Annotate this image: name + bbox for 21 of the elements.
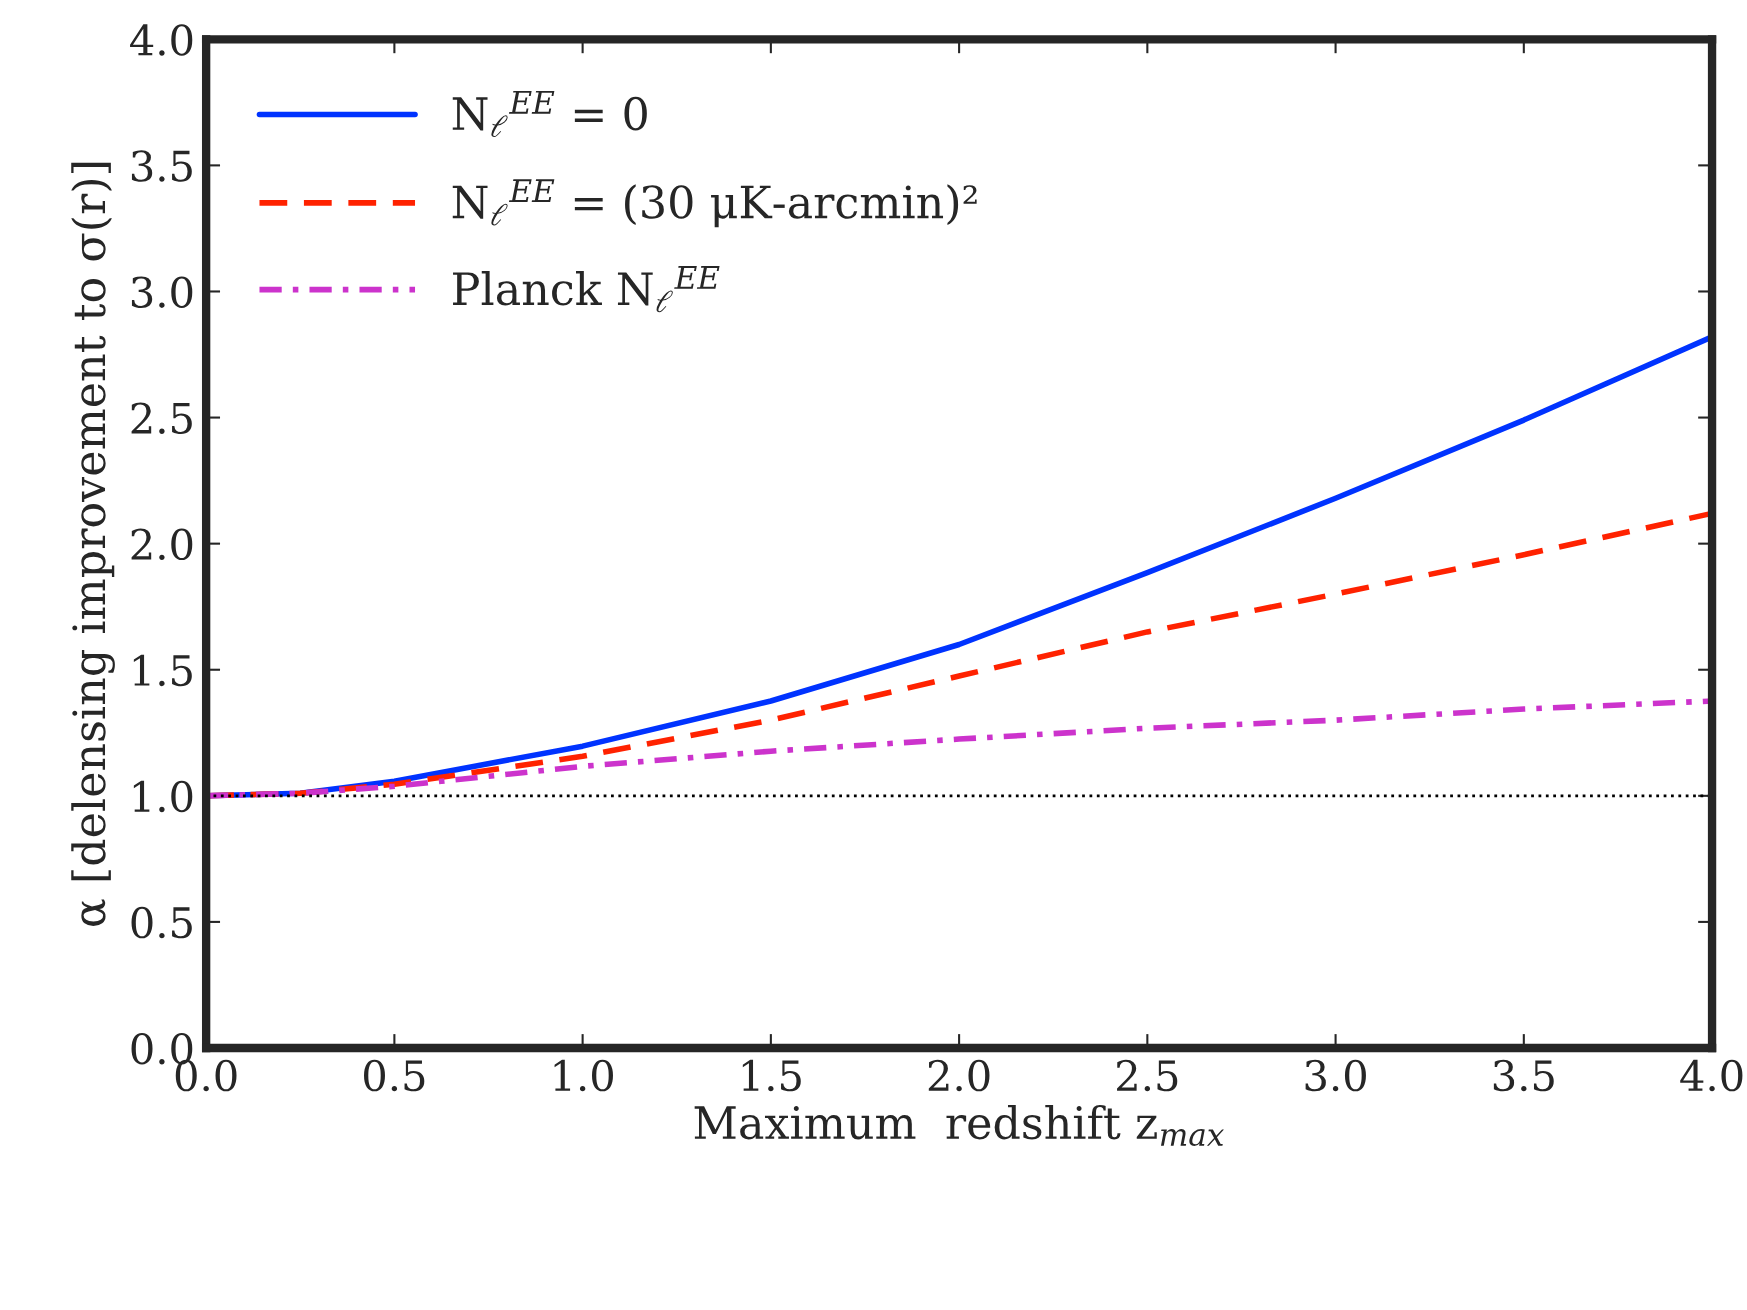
y-tick-label: 1.5: [133, 654, 192, 687]
y-tick-label: 2.0: [131, 528, 193, 561]
x-tick-label: 1.5: [742, 1059, 801, 1092]
x-axis-title: Maximum redshift z$_{max}$: [694, 1104, 1224, 1147]
x-tick-label: 2.0: [928, 1059, 990, 1092]
legend-label: N$_{ℓ}$$^{EE}$ = (30 μK-arcmin)²: [452, 179, 977, 228]
y-tick-label: 4.0: [130, 24, 193, 56]
x-tick-label: 1.0: [554, 1059, 613, 1092]
x-tick-label: 2.5: [1117, 1059, 1178, 1092]
y-tick-label: 0.5: [131, 906, 192, 939]
x-tick-label: 3.5: [1493, 1059, 1554, 1092]
y-axis-title: α [delensing improvement to σ(r)]: [71, 162, 115, 927]
y-tick-label: 2.5: [131, 402, 192, 434]
y-tick-label: 1.0: [133, 780, 193, 813]
legend-label: N$_{ℓ}$$^{EE}$ = 0: [452, 90, 647, 138]
x-tick-label: 4.0: [1680, 1059, 1743, 1092]
x-tick-label: 0.5: [364, 1059, 425, 1092]
y-tick-label: 3.0: [131, 276, 193, 308]
x-tick-label: 3.0: [1305, 1059, 1366, 1092]
legend-label: Planck N$_{ℓ}$$^{EE}$: [453, 266, 720, 313]
y-tick-label: 3.5: [131, 150, 192, 182]
